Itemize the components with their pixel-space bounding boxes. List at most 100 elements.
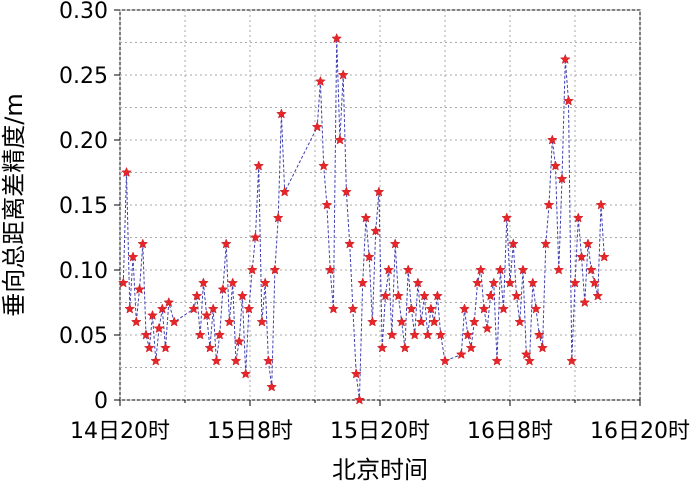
data-point-star: [256, 316, 268, 327]
data-point-star: [259, 277, 271, 288]
data-point-star: [524, 355, 535, 366]
data-point-star: [376, 342, 388, 353]
data-point-star: [127, 251, 139, 262]
y-tick-label: 0: [94, 389, 108, 414]
data-point-star: [204, 342, 216, 353]
data-point-star: [321, 199, 333, 210]
data-point-star: [537, 342, 548, 353]
x-tick-label: 16日8时: [467, 419, 553, 444]
data-point-star: [595, 199, 607, 210]
data-point-star: [198, 277, 209, 288]
data-point-star: [143, 342, 155, 353]
data-point-star: [540, 238, 552, 249]
data-point-star: [134, 283, 145, 295]
data-point-star: [472, 277, 483, 288]
y-tick-label: 0.05: [59, 324, 108, 349]
data-point-star: [318, 160, 330, 171]
data-point-star: [419, 290, 430, 301]
data-point-star: [511, 290, 522, 301]
data-point-star: [357, 277, 369, 288]
data-point-star: [415, 316, 427, 327]
x-axis: 14日20时 15日8时 15日20时 16日8时 16日20时: [70, 400, 690, 444]
data-point-star: [367, 316, 378, 327]
data-point-star: [344, 238, 356, 249]
data-point-star: [279, 186, 291, 197]
data-point-star: [579, 296, 591, 308]
data-point-star: [455, 348, 467, 360]
data-point-star: [360, 212, 372, 223]
data-point-star: [572, 212, 584, 223]
data-point-star: [428, 316, 440, 327]
data-point-star: [563, 95, 574, 106]
data-point-star: [389, 238, 401, 249]
data-point-star: [530, 303, 542, 314]
y-tick-label: 0.25: [59, 64, 108, 89]
data-point-star: [422, 329, 434, 340]
data-point-star: [233, 335, 245, 347]
data-point-star: [589, 277, 600, 288]
data-point-star: [432, 290, 443, 301]
data-point-star: [214, 329, 226, 340]
data-point-star: [383, 264, 395, 275]
x-tick-label: 14日20时: [70, 419, 170, 444]
data-point-star: [501, 212, 513, 223]
x-tick-label: 15日20时: [330, 419, 430, 444]
data-point-star: [201, 309, 213, 321]
data-point-star: [243, 303, 255, 314]
data-point-star: [117, 277, 129, 288]
data-point-star: [324, 264, 336, 275]
y-tick-label: 0.20: [59, 129, 108, 154]
data-connector-lines: [122, 38, 605, 401]
data-point-star: [269, 264, 281, 275]
data-point-star: [478, 303, 490, 314]
y-tick-label: 0.15: [59, 194, 108, 219]
data-point-star: [409, 329, 421, 340]
data-point-star: [140, 329, 152, 340]
data-point-star: [363, 251, 375, 262]
data-point-star: [543, 199, 555, 210]
data-point-star: [396, 316, 408, 327]
data-point-star: [207, 303, 219, 314]
data-point-star: [150, 355, 162, 366]
series-line: [122, 38, 605, 401]
data-point-star: [160, 342, 171, 353]
data-point-star: [546, 134, 558, 145]
data-point-star: [559, 53, 571, 64]
data-point-star: [370, 225, 382, 236]
data-point-star: [491, 355, 503, 366]
data-point-star: [465, 342, 477, 353]
data-point-star: [227, 277, 239, 288]
data-point-star: [272, 212, 284, 223]
data-point-star: [576, 251, 587, 262]
y-tick-label: 0.10: [59, 259, 108, 284]
x-axis-title: 北京时间: [332, 456, 428, 484]
data-point-star: [435, 329, 447, 340]
data-point-star: [393, 290, 404, 301]
data-point-star: [556, 173, 568, 184]
data-point-star: [498, 303, 509, 314]
data-point-star: [315, 75, 326, 87]
data-point-star: [341, 186, 352, 197]
data-point-star: [217, 283, 229, 295]
data-point-star: [121, 166, 132, 178]
data-point-star: [569, 277, 581, 288]
data-point-star: [354, 394, 365, 405]
data-point-star: [253, 160, 265, 171]
data-point-star: [598, 251, 610, 262]
data-point-star: [337, 69, 349, 80]
data-point-star: [582, 238, 594, 249]
data-point-star: [566, 355, 578, 366]
data-point-star: [350, 368, 362, 379]
data-point-star: [399, 342, 411, 353]
data-point-star: [163, 296, 175, 308]
data-point-star: [592, 290, 604, 301]
data-point-star: [331, 32, 343, 44]
data-point-star: [481, 322, 493, 334]
data-point-star: [468, 316, 480, 327]
data-point-star: [380, 290, 391, 301]
x-tick-label: 15日8时: [207, 419, 293, 444]
data-point-star: [328, 303, 339, 314]
data-point-star: [246, 264, 258, 275]
